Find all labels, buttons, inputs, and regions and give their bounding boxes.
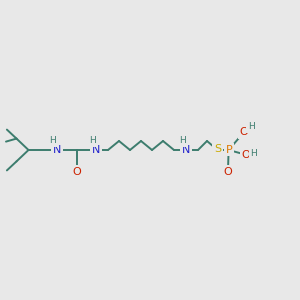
Text: N: N [52, 145, 61, 155]
Text: O: O [72, 167, 81, 177]
Text: O: O [240, 127, 249, 137]
Text: H: H [90, 136, 96, 145]
Text: H: H [49, 136, 56, 145]
Text: S: S [214, 144, 221, 154]
Text: P: P [226, 145, 232, 155]
Text: N: N [92, 145, 100, 155]
Text: O: O [224, 167, 232, 177]
Text: N: N [182, 145, 190, 155]
Text: H: H [180, 136, 186, 145]
Text: H: H [248, 122, 254, 131]
Text: H: H [250, 149, 257, 158]
Text: O: O [242, 149, 250, 160]
